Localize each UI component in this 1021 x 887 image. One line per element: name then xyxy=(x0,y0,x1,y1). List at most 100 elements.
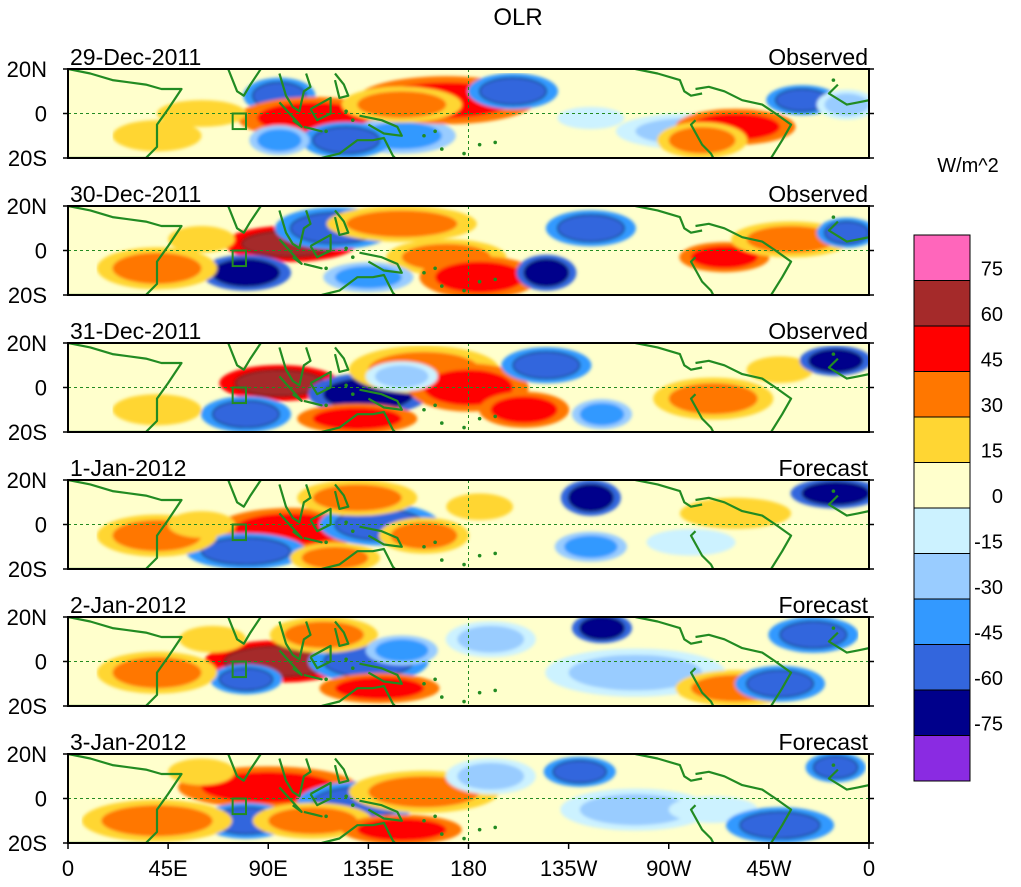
coastlines xyxy=(68,754,869,843)
colorbar-label: 60 xyxy=(981,304,1003,326)
y-tick-label: 0 xyxy=(35,102,47,127)
anomaly-cell xyxy=(212,400,280,429)
island xyxy=(422,133,426,138)
coastline xyxy=(278,210,312,250)
coastline xyxy=(827,220,869,243)
panel-kind: Forecast xyxy=(779,592,869,618)
anomaly-cell xyxy=(479,77,547,106)
olr-field xyxy=(68,206,869,295)
region-box xyxy=(231,249,247,268)
anomaly-cell xyxy=(357,91,447,118)
coastline xyxy=(321,136,396,158)
anomaly-cell xyxy=(512,351,581,380)
island xyxy=(324,403,328,408)
island xyxy=(422,681,426,686)
anomaly-cell xyxy=(312,126,380,155)
coastline xyxy=(68,69,183,158)
coastline xyxy=(227,69,273,97)
coastline xyxy=(695,633,793,706)
coastline xyxy=(309,507,332,533)
panel-kind: Forecast xyxy=(779,729,869,755)
x-tick-label: 45W xyxy=(746,856,791,881)
y-tick-label: 0 xyxy=(35,513,47,538)
island xyxy=(422,818,426,823)
island xyxy=(433,266,437,271)
island xyxy=(477,553,482,558)
x-tick-label: 135W xyxy=(540,856,598,881)
colorbar-swatch xyxy=(913,735,971,782)
island xyxy=(433,129,437,134)
coastline xyxy=(827,83,869,106)
island xyxy=(433,403,437,408)
island xyxy=(831,763,836,767)
coastline xyxy=(309,370,332,396)
anomaly-cell xyxy=(691,246,758,269)
island xyxy=(462,836,466,841)
coastline xyxy=(359,251,403,274)
y-tick-label: 20S xyxy=(8,557,47,582)
colorbar-title: W/m^2 xyxy=(937,155,999,177)
island xyxy=(344,383,348,388)
anomaly-cell xyxy=(668,383,758,415)
coastline xyxy=(827,357,869,380)
island xyxy=(351,118,355,122)
x-axis: 0 45E 90E 135E 180 135W 90W 45W 0 xyxy=(62,843,875,881)
panel-date: 29-Dec-2011 xyxy=(70,44,201,70)
x-tick-label: 0 xyxy=(863,856,875,881)
coastlines xyxy=(68,343,869,432)
coastline xyxy=(359,388,403,411)
coastline xyxy=(689,256,715,295)
coastline xyxy=(227,754,273,782)
coastline xyxy=(635,617,703,645)
coastline xyxy=(635,206,703,234)
coastline xyxy=(278,484,312,524)
island xyxy=(344,109,348,114)
map-panel: 20N 0 20S 29-Dec-2011 Observed xyxy=(7,44,874,171)
island xyxy=(324,540,328,545)
coastline xyxy=(689,804,715,843)
island xyxy=(493,688,498,693)
coastline xyxy=(689,667,715,706)
island xyxy=(422,407,426,412)
anomaly-areas xyxy=(81,754,866,843)
anomaly-cell xyxy=(457,762,525,790)
coastlines xyxy=(68,617,869,706)
island xyxy=(351,803,355,807)
colorbar-label: 75 xyxy=(981,259,1003,281)
island xyxy=(433,540,437,545)
coastline xyxy=(695,222,793,295)
island xyxy=(324,814,328,819)
coastline xyxy=(278,375,303,402)
coastline xyxy=(309,644,332,670)
island xyxy=(324,677,328,682)
anomaly-cell xyxy=(257,129,302,152)
coastline xyxy=(359,114,403,137)
olr-field xyxy=(68,69,869,158)
colorbar-label: -60 xyxy=(974,668,1003,690)
anomaly-cell xyxy=(568,483,614,512)
colorbar-swatch xyxy=(913,553,971,600)
coastline xyxy=(695,359,793,432)
olr-field xyxy=(68,480,869,569)
y-tick-label: 20S xyxy=(8,694,47,719)
coastline xyxy=(359,525,403,548)
y-tick-label: 20S xyxy=(8,146,47,171)
coastline xyxy=(689,393,715,432)
anomaly-cell xyxy=(283,621,364,649)
colorbar-swatch xyxy=(913,462,971,509)
x-tick-label: 180 xyxy=(450,856,487,881)
coastline xyxy=(309,96,332,122)
coastline xyxy=(227,206,273,234)
y-tick-label: 20N xyxy=(7,742,47,767)
y-tick-label: 0 xyxy=(35,787,47,812)
panel-kind: Observed xyxy=(768,181,868,207)
island xyxy=(440,421,444,425)
coastline xyxy=(303,810,323,818)
coastline xyxy=(278,347,312,387)
coastline xyxy=(359,662,403,685)
anomaly-cell xyxy=(457,625,525,653)
panel-date: 31-Dec-2011 xyxy=(70,318,201,344)
y-tick-label: 20N xyxy=(7,605,47,630)
colorbar-swatch xyxy=(913,234,971,281)
colorbar-label: -15 xyxy=(974,532,1003,554)
